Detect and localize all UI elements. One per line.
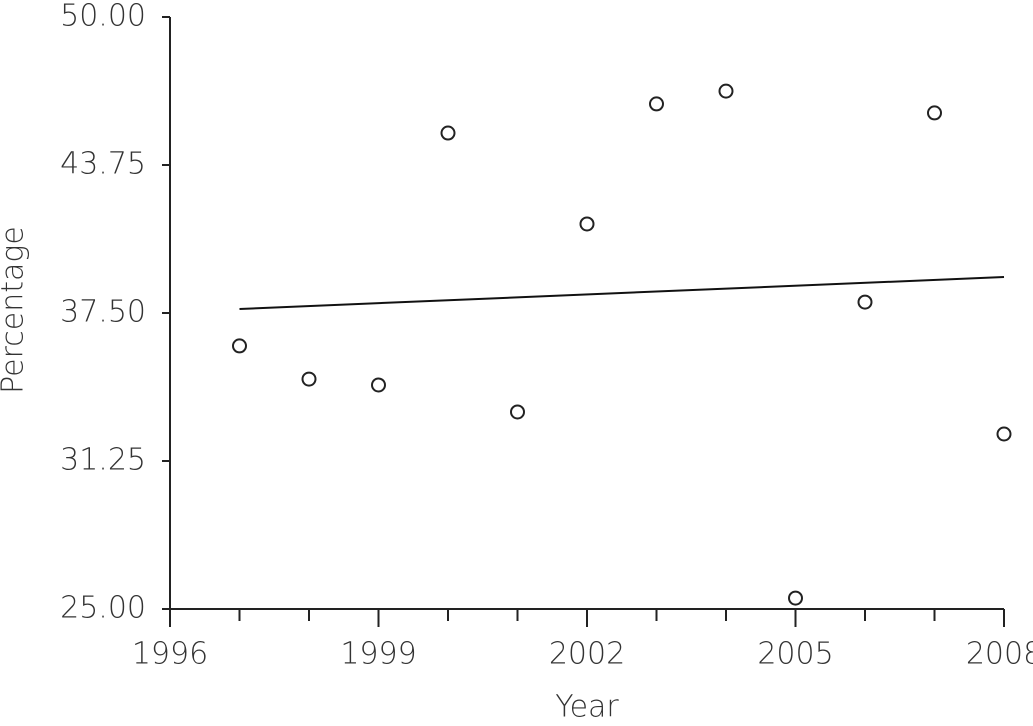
point <box>579 216 595 232</box>
y-tick-label: 25.00 <box>60 591 146 626</box>
y-tick-label: 43.75 <box>60 147 146 182</box>
point <box>371 377 386 393</box>
point <box>857 294 873 310</box>
point <box>440 125 456 141</box>
point <box>232 338 247 354</box>
x-tick-label: 1996 <box>132 637 208 672</box>
y-tick-label: 31.25 <box>60 443 146 478</box>
point <box>510 404 525 420</box>
y-tick-label: 50.00 <box>60 0 146 34</box>
x-tick-label: 2005 <box>757 637 833 672</box>
x-tick-label: 1999 <box>340 637 416 672</box>
y-tick-label: 37.50 <box>60 295 146 330</box>
point <box>996 426 1012 442</box>
point <box>788 590 803 606</box>
point <box>718 83 734 99</box>
point <box>649 96 664 112</box>
y-axis-label: Percentage <box>0 226 31 394</box>
point <box>301 371 317 387</box>
x-tick-label: 2002 <box>549 637 625 672</box>
point <box>927 105 942 121</box>
x-tick-label: 2008 <box>966 637 1033 672</box>
x-axis-label: Year <box>555 690 619 723</box>
trend-line <box>239 276 1005 310</box>
